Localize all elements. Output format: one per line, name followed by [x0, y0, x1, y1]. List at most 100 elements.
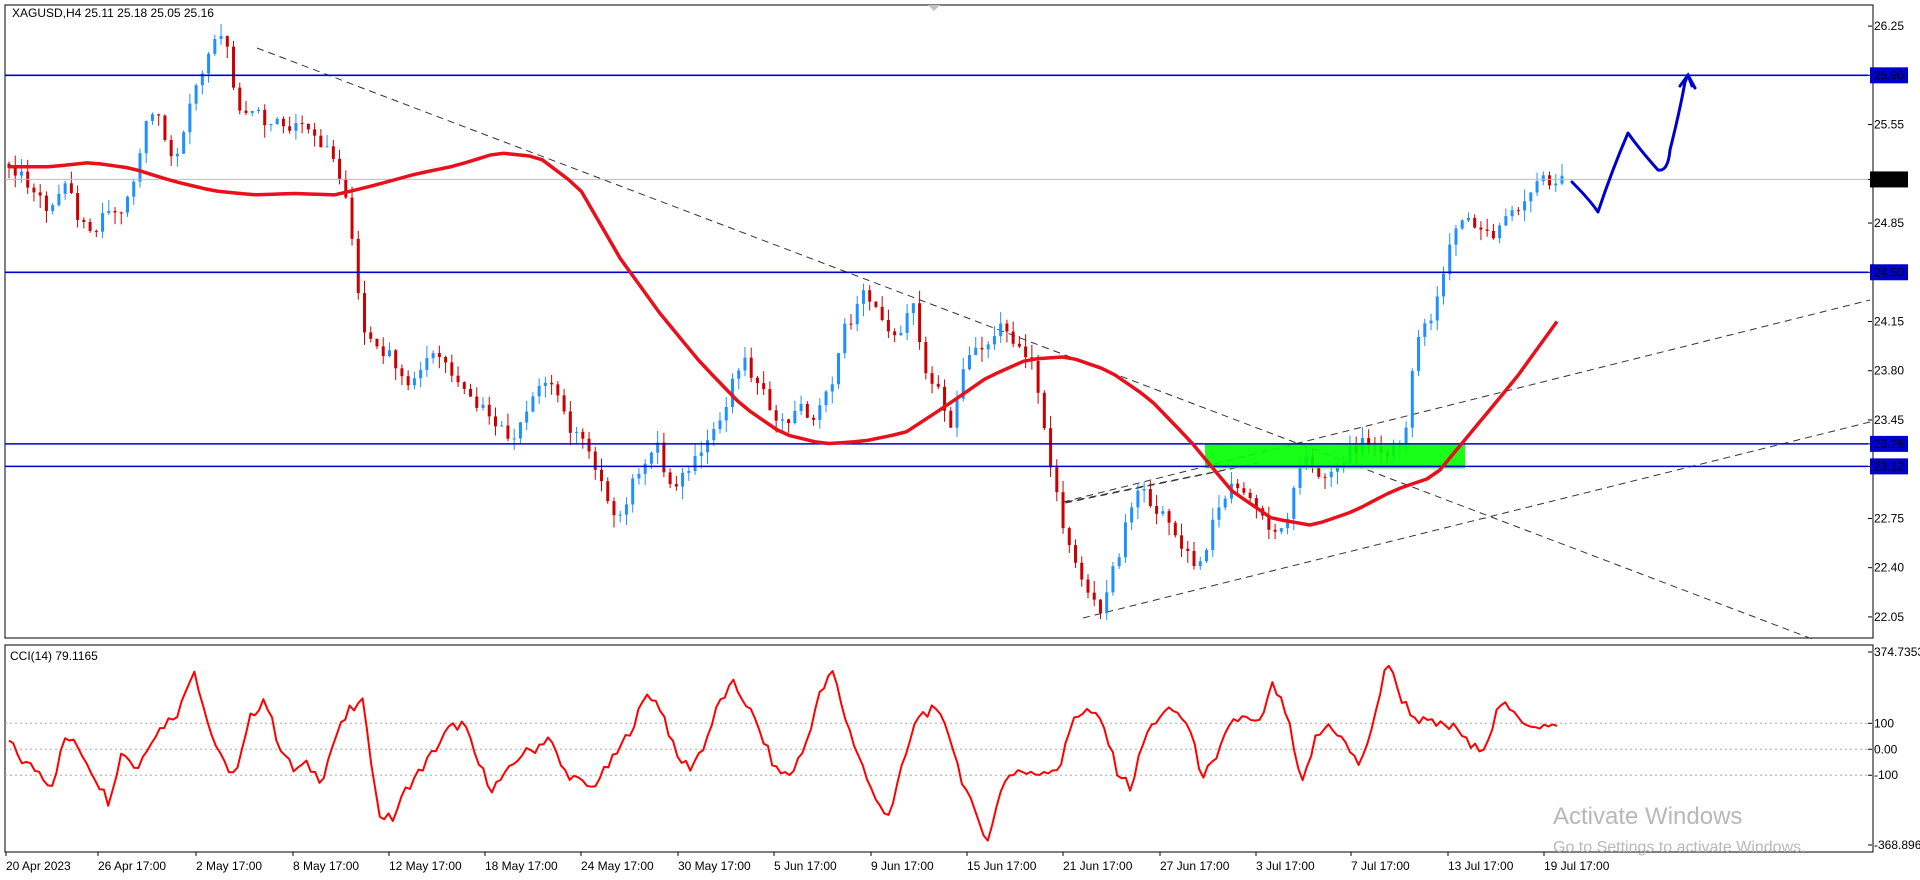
price-tick-label: 24.50 — [1874, 265, 1904, 279]
candle-body — [1473, 217, 1477, 228]
candle-body — [387, 350, 391, 357]
candle-body — [1466, 217, 1470, 221]
candle-body — [936, 383, 940, 387]
candle-body — [525, 411, 529, 423]
candle-body — [150, 114, 154, 121]
candle-body — [444, 357, 448, 363]
candle-body — [219, 36, 223, 40]
time-tick-label: 8 May 17:00 — [293, 859, 359, 873]
candle-body — [624, 504, 628, 515]
candle-body — [512, 438, 516, 440]
symbol-header: XAGUSD,H4 25.11 25.18 25.05 25.16 — [12, 6, 214, 20]
projection-arrowhead-icon — [1678, 72, 1697, 90]
price-tick-label: 24.85 — [1874, 216, 1904, 230]
candle-body — [787, 419, 791, 424]
candle-body — [612, 501, 616, 516]
candle-body — [868, 290, 872, 302]
candle-body — [338, 158, 342, 179]
candle-body — [1180, 535, 1184, 549]
candle-body — [606, 481, 610, 502]
time-tick-label: 5 Jun 17:00 — [774, 859, 837, 873]
time-tick-label: 18 May 17:00 — [485, 859, 558, 873]
candle-body — [737, 370, 741, 379]
candle-body — [518, 422, 522, 439]
candle-body — [843, 323, 847, 354]
candle-body — [818, 405, 822, 420]
candle-body — [32, 187, 36, 193]
price-tick-label: 22.05 — [1874, 610, 1904, 624]
candle-body — [1236, 483, 1240, 489]
candle-body — [1042, 392, 1046, 429]
candle-body — [288, 126, 292, 131]
candle-body — [780, 419, 784, 421]
candle-body — [1323, 476, 1327, 478]
time-tick-label: 12 May 17:00 — [389, 859, 462, 873]
candle-body — [400, 368, 404, 377]
candle-body — [880, 306, 884, 321]
candle-body — [1086, 579, 1090, 593]
candle-body — [394, 350, 398, 369]
candle-body — [980, 347, 984, 350]
candle-body — [1279, 528, 1283, 532]
candle-body — [1367, 438, 1371, 446]
trendline — [1062, 299, 1871, 503]
candle-body — [943, 386, 947, 411]
candle-body — [1242, 488, 1246, 493]
candle-body — [1548, 175, 1552, 186]
candle-body — [955, 398, 959, 428]
time-tick-label: 15 Jun 17:00 — [967, 859, 1037, 873]
candle-body — [344, 178, 348, 198]
candle-body — [1535, 181, 1539, 193]
candle-body — [381, 346, 385, 357]
candle-body — [824, 391, 828, 406]
candles — [7, 24, 1564, 620]
candle-body — [724, 406, 728, 421]
candle-body — [469, 388, 473, 397]
candle-body — [325, 146, 329, 148]
candle-body — [1123, 522, 1127, 558]
candle-body — [1011, 331, 1015, 344]
time-tick-label: 27 Jun 17:00 — [1160, 859, 1230, 873]
candle-body — [637, 473, 641, 479]
candle-body — [1410, 371, 1414, 428]
candle-body — [662, 442, 666, 473]
candle-body — [57, 193, 61, 206]
candle-body — [830, 384, 834, 392]
candle-body — [1516, 210, 1520, 212]
candle-body — [712, 429, 716, 441]
horizontal-levels[interactable] — [5, 74, 1868, 468]
price-tick-label: 22.40 — [1874, 561, 1904, 575]
candle-body — [1286, 518, 1290, 529]
candle-body — [730, 378, 734, 407]
candle-body — [1292, 487, 1296, 519]
time-tick-label: 19 Jul 17:00 — [1544, 859, 1610, 873]
candle-body — [506, 425, 510, 439]
candle-body — [837, 353, 841, 385]
price-label-bg — [1870, 435, 1908, 452]
moving-average — [9, 151, 1559, 527]
candle-body — [1248, 492, 1252, 499]
candle-body — [419, 369, 423, 379]
candle-body — [331, 146, 335, 159]
time-tick-label: 2 May 17:00 — [196, 859, 262, 873]
candle-body — [1223, 498, 1227, 508]
candle-body — [350, 197, 354, 239]
candle-body — [487, 404, 491, 417]
trendline — [256, 47, 1816, 641]
candle-body — [861, 290, 865, 304]
projection-arrow — [1570, 73, 1694, 214]
price-tick-label: 24.15 — [1874, 315, 1904, 329]
candle-body — [425, 358, 429, 370]
candle-body — [949, 410, 953, 428]
cci-line — [8, 664, 1558, 842]
candle-body — [631, 478, 635, 505]
candle-body — [1448, 244, 1452, 274]
candle-body — [974, 347, 978, 356]
candle-body — [1161, 511, 1165, 514]
candle-body — [38, 192, 42, 196]
candle-body — [244, 110, 248, 113]
candle-body — [674, 484, 678, 487]
candle-body — [51, 205, 55, 211]
